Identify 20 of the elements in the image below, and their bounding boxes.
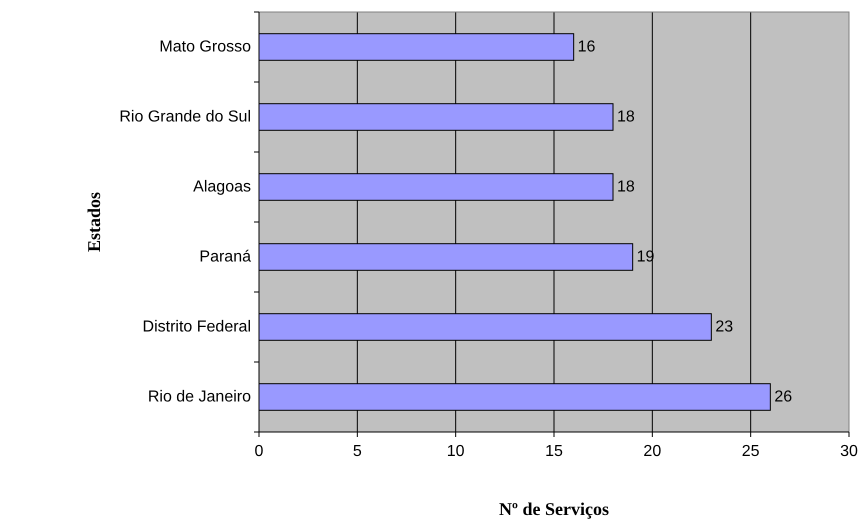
y-tick-label: Mato Grosso <box>159 38 252 56</box>
x-tick-label: 0 <box>254 443 264 460</box>
x-tick-label: 25 <box>742 443 760 460</box>
x-tick-label: 15 <box>545 443 563 460</box>
y-axis-title: Estados <box>84 192 104 252</box>
data-label: 18 <box>617 178 635 196</box>
x-tick-label: 10 <box>446 443 465 460</box>
data-label: 16 <box>578 38 596 56</box>
y-tick-label: Rio de Janeiro <box>148 388 252 406</box>
y-tick-label: Rio Grande do Sul <box>119 108 251 126</box>
x-tick-label: 30 <box>840 443 858 460</box>
data-label: 26 <box>774 388 792 406</box>
y-tick-label: Paraná <box>199 248 252 266</box>
y-tick-label: Alagoas <box>193 178 251 196</box>
y-tick-label: Distrito Federal <box>142 318 251 336</box>
x-tick-label: 5 <box>352 443 362 460</box>
x-axis-title: Nº de Serviços <box>499 499 609 519</box>
data-label: 23 <box>715 318 734 336</box>
x-tick-label: 20 <box>643 443 662 460</box>
data-label: 18 <box>617 108 635 126</box>
